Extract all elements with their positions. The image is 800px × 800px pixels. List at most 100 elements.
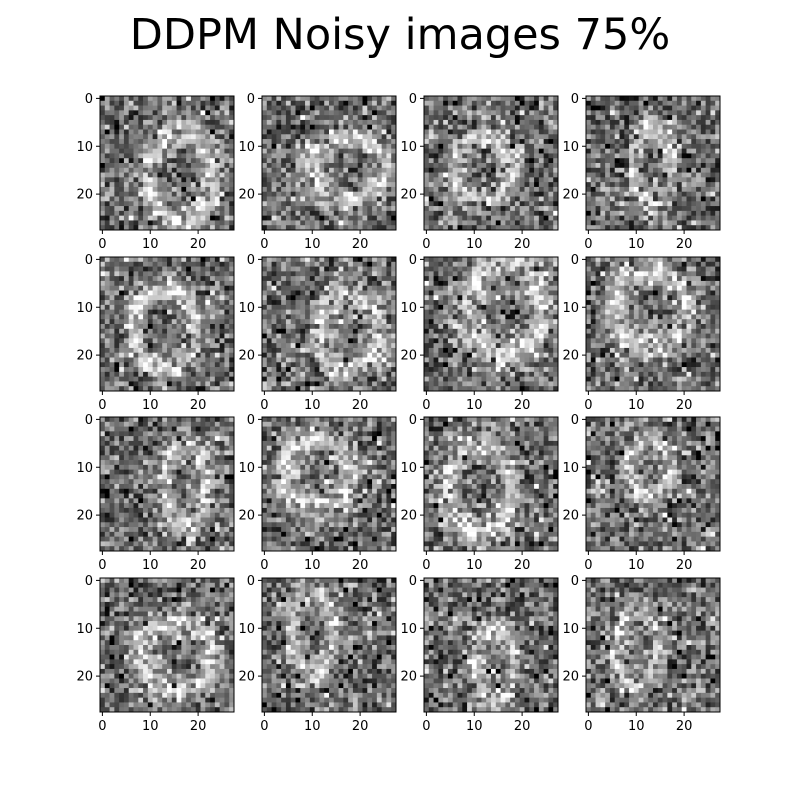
pixel xyxy=(276,338,282,344)
pixel xyxy=(276,158,282,164)
pixel xyxy=(614,177,620,183)
pixel xyxy=(505,276,511,282)
pixel xyxy=(309,261,315,267)
pixel xyxy=(590,182,596,188)
pixel xyxy=(176,186,182,193)
pixel xyxy=(305,225,311,231)
pixel xyxy=(281,304,287,310)
pixel xyxy=(319,386,325,392)
pixel xyxy=(357,324,363,330)
pixel xyxy=(128,96,134,102)
pixel xyxy=(109,362,115,368)
pixel xyxy=(100,261,106,267)
pixel xyxy=(285,285,292,291)
pixel xyxy=(357,257,363,263)
pixel xyxy=(348,172,354,178)
pixel xyxy=(648,105,654,111)
pixel xyxy=(681,105,687,111)
pixel xyxy=(138,371,144,377)
pixel xyxy=(438,110,444,116)
pixel xyxy=(119,381,125,387)
pixel xyxy=(605,182,611,188)
pixel xyxy=(290,196,296,202)
pixel xyxy=(338,177,344,183)
pixel xyxy=(333,386,339,392)
pixel xyxy=(104,261,110,267)
pixel xyxy=(514,210,521,216)
pixel xyxy=(681,110,687,116)
pixel xyxy=(372,110,378,116)
pixel xyxy=(348,362,354,368)
pixel xyxy=(424,285,430,291)
pixel xyxy=(333,343,339,349)
pixel xyxy=(343,182,349,188)
pixel xyxy=(100,304,106,310)
pixel xyxy=(171,285,177,291)
pixel xyxy=(653,163,659,169)
pixel xyxy=(433,153,439,159)
y-tick-label: 10 xyxy=(76,301,93,316)
pixel xyxy=(190,191,197,197)
pixel xyxy=(491,143,497,149)
pixel xyxy=(595,139,601,145)
pixel xyxy=(438,225,444,231)
pixel xyxy=(343,139,349,145)
pixel xyxy=(114,186,120,193)
pixel xyxy=(386,148,392,154)
pixel xyxy=(386,177,392,183)
pixel xyxy=(476,167,482,173)
pixel xyxy=(128,196,134,202)
pixel xyxy=(324,153,330,159)
pixel xyxy=(428,182,434,188)
pixel xyxy=(143,225,149,231)
pixel xyxy=(300,191,306,197)
pixel xyxy=(648,225,654,231)
pixel xyxy=(357,328,363,334)
pixel xyxy=(281,371,287,377)
pixel xyxy=(214,314,220,320)
pixel xyxy=(514,139,521,145)
pixel xyxy=(648,172,654,178)
pixel xyxy=(128,376,134,382)
pixel xyxy=(114,201,120,207)
pixel xyxy=(143,115,149,121)
pixel xyxy=(309,300,315,306)
pixel xyxy=(638,100,644,106)
pixel xyxy=(229,352,235,358)
pixel xyxy=(529,110,535,116)
pixel xyxy=(662,163,668,169)
pixel xyxy=(143,210,149,216)
pixel xyxy=(214,333,220,339)
pixel xyxy=(614,119,620,126)
pixel xyxy=(428,196,434,202)
pixel xyxy=(100,210,106,216)
pixel xyxy=(372,371,378,377)
pixel xyxy=(362,338,368,344)
pixel xyxy=(338,328,344,334)
pixel xyxy=(176,290,182,296)
pixel xyxy=(119,129,125,135)
pixel xyxy=(171,163,177,169)
pixel xyxy=(224,177,230,183)
pixel xyxy=(266,153,272,159)
pixel xyxy=(176,129,182,135)
pixel xyxy=(300,371,306,377)
pixel xyxy=(372,153,378,159)
pixel xyxy=(534,153,540,159)
pixel xyxy=(705,220,711,226)
pixel xyxy=(348,257,354,263)
pixel xyxy=(667,105,673,111)
pixel xyxy=(505,285,511,291)
pixel xyxy=(295,261,301,267)
pixel xyxy=(214,324,220,330)
pixel xyxy=(171,261,177,267)
pixel xyxy=(290,143,296,149)
pixel xyxy=(281,201,287,207)
pixel xyxy=(376,290,382,296)
pixel xyxy=(600,225,606,231)
pixel xyxy=(338,280,344,287)
pixel xyxy=(333,186,339,193)
pixel xyxy=(271,352,277,358)
pixel xyxy=(433,220,439,226)
pixel xyxy=(281,191,287,197)
